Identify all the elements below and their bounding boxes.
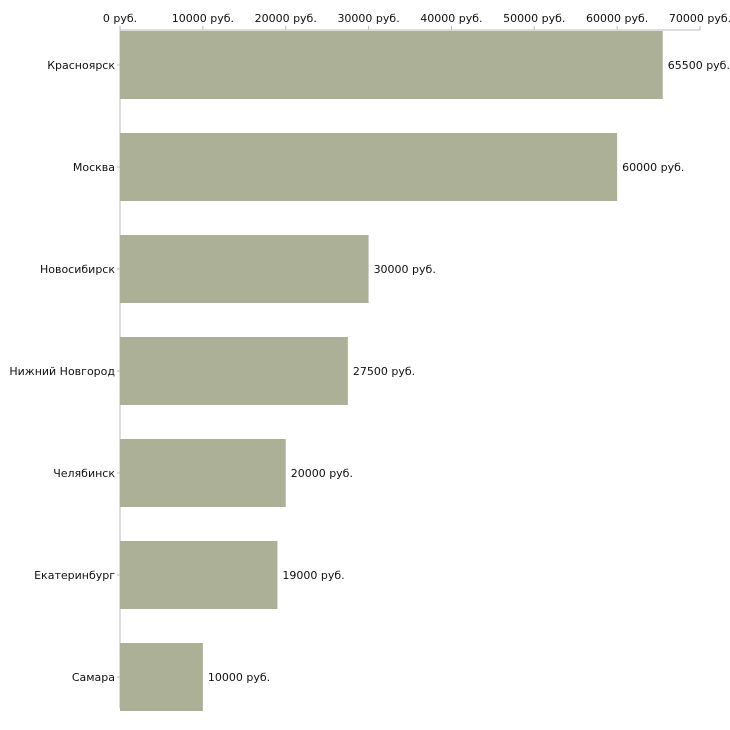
bar <box>120 337 348 405</box>
value-label: 60000 руб. <box>622 161 684 174</box>
bar <box>120 439 286 507</box>
value-label: 65500 руб. <box>668 59 730 72</box>
category-label: Красноярск <box>47 59 115 72</box>
x-tick-label: 20000 руб. <box>255 12 317 25</box>
category-label: Челябинск <box>53 467 115 480</box>
axis-layer: 0 руб. 10000 руб. 20000 руб. 30000 руб. 4000… <box>103 12 730 708</box>
bar-layer <box>120 31 663 711</box>
x-tick-label: 10000 руб. <box>172 12 234 25</box>
x-tick-label: 30000 руб. <box>337 12 399 25</box>
value-label: 30000 руб. <box>374 263 436 276</box>
x-tick-label: 50000 руб. <box>503 12 565 25</box>
value-label: 20000 руб. <box>291 467 353 480</box>
x-tick-label: 0 руб. <box>103 12 137 25</box>
x-tick-label: 70000 руб. <box>669 12 730 25</box>
bar <box>120 31 663 99</box>
bar <box>120 235 369 303</box>
x-tick-label: 40000 руб. <box>420 12 482 25</box>
category-label: Москва <box>73 161 115 174</box>
bar <box>120 643 203 711</box>
bar <box>120 541 278 609</box>
value-label: 27500 руб. <box>353 365 415 378</box>
label-layer: Красноярск 65500 руб. Москва 60000 руб. Ново… <box>9 59 730 684</box>
category-label: Самара <box>72 671 115 684</box>
value-label: 10000 руб. <box>208 671 270 684</box>
bar <box>120 133 618 201</box>
category-label: Нижний Новгород <box>9 365 115 378</box>
value-label: 19000 руб. <box>282 569 344 582</box>
category-label: Екатеринбург <box>34 569 115 582</box>
x-tick-label: 60000 руб. <box>586 12 648 25</box>
category-label: Новосибирск <box>40 263 115 276</box>
